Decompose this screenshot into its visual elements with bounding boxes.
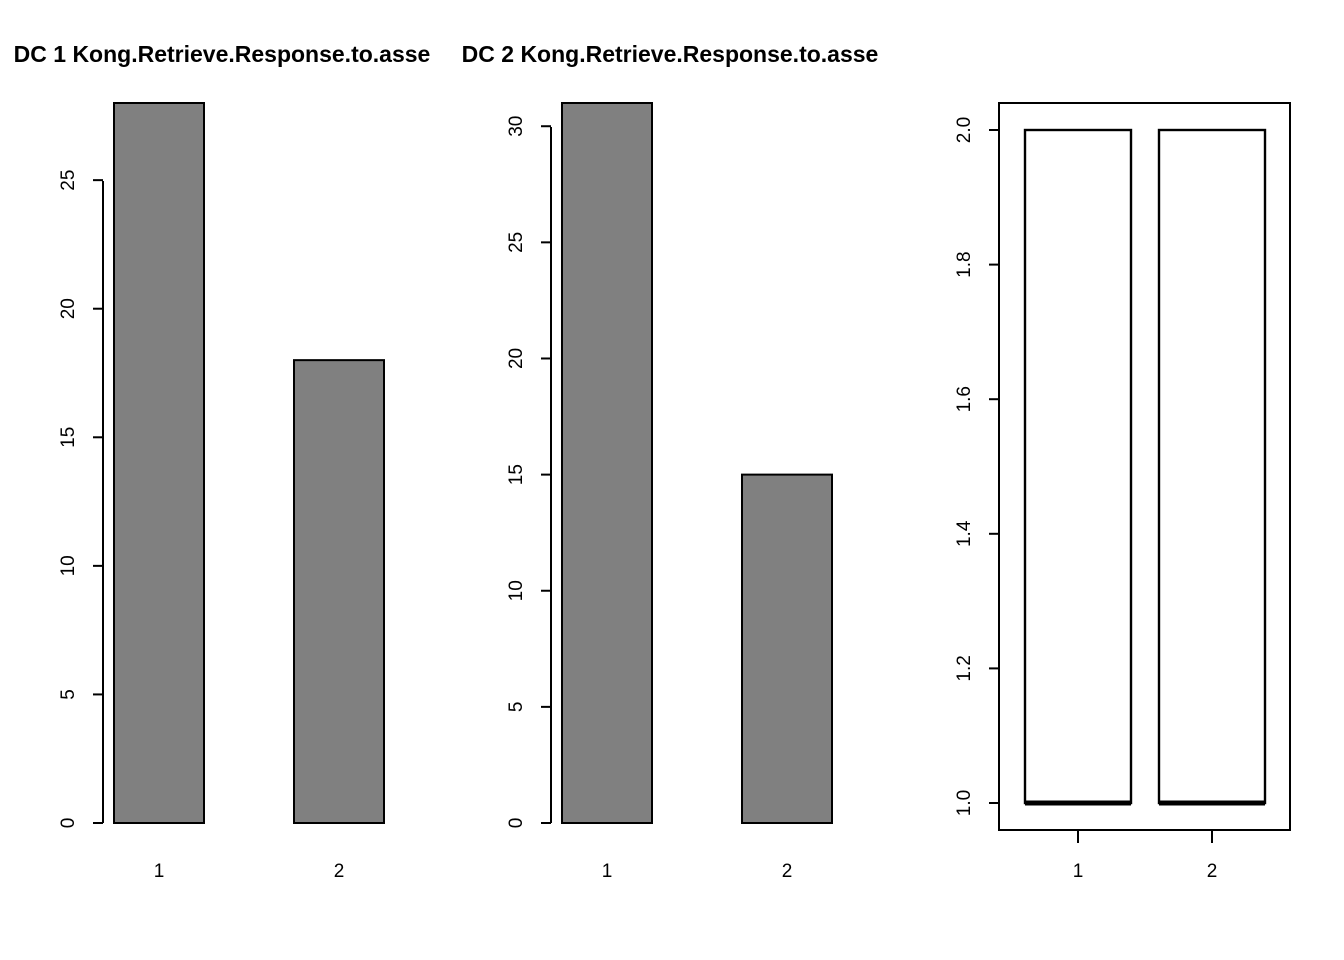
bars (113, 102, 385, 824)
box (1157, 128, 1267, 805)
bar (293, 359, 385, 824)
x-tick-label: 1 (154, 861, 165, 882)
x-tick-label: 2 (782, 861, 793, 882)
y-axis-ticks: 0 5 10 15 20 25 (58, 170, 103, 829)
y-tick-label: 10 (506, 580, 527, 601)
y-tick-label: 20 (58, 298, 79, 319)
y-tick-label: 25 (58, 170, 79, 191)
bar-chart-dc1: DC 1 Kong.Retrieve.Response.to.asse 0510… (14, 41, 431, 882)
chart-title: DC 2 Kong.Retrieve.Response.to.asse (462, 41, 879, 67)
x-tick-label: 1 (602, 861, 613, 882)
y-tick-label: 20 (506, 348, 527, 369)
y-tick-label: 25 (506, 232, 527, 253)
bar (561, 102, 653, 824)
y-tick-label: 1.0 (954, 790, 975, 816)
y-tick-label: 1.4 (954, 520, 975, 547)
x-tick-label: 1 (1073, 861, 1084, 882)
bar (113, 102, 205, 824)
y-tick-label: 1.6 (954, 386, 975, 412)
boxes (1023, 128, 1267, 806)
y-tick-label: 1.8 (954, 251, 975, 277)
box (1023, 128, 1133, 805)
y-axis-ticks: 0 5 10 15 20 25 30 (506, 116, 551, 829)
y-tick-label: 0 (58, 818, 79, 829)
y-tick-label: 30 (506, 116, 527, 137)
y-tick-label: 2.0 (954, 117, 975, 143)
x-tick-label: 2 (334, 861, 345, 882)
y-tick-label: 0 (506, 818, 527, 829)
y-tick-label: 1.2 (954, 655, 975, 681)
y-tick-label: 5 (58, 689, 79, 700)
y-axis-ticks: 1.0 1.2 1.4 1.6 1.8 2.0 (954, 117, 999, 816)
bars (561, 102, 833, 824)
bar-chart-dc2: DC 2 Kong.Retrieve.Response.to.asse 0510… (462, 41, 879, 882)
x-tick-label: 2 (1207, 861, 1218, 882)
y-tick-label: 5 (506, 702, 527, 713)
y-tick-label: 15 (506, 464, 527, 485)
y-tick-label: 15 (58, 427, 79, 448)
y-tick-label: 10 (58, 555, 79, 576)
bar (741, 473, 833, 824)
chart-title: DC 1 Kong.Retrieve.Response.to.asse (14, 41, 431, 67)
